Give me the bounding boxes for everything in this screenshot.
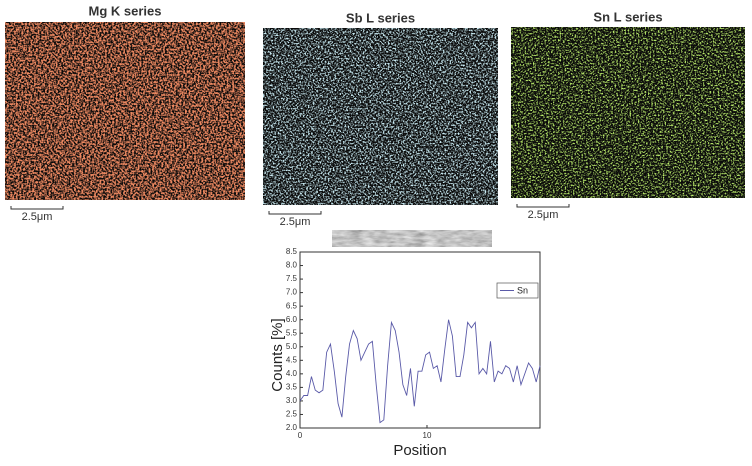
- y-tick-label: 6.0: [286, 315, 298, 324]
- y-tick-label: 3.5: [286, 382, 298, 391]
- plot-frame: [299, 251, 541, 429]
- y-tick-label: 2.5: [286, 410, 298, 419]
- map-title: Mg K series: [89, 3, 162, 18]
- y-tick-label: 8.0: [286, 261, 298, 270]
- data-line: [299, 319, 541, 424]
- y-tick-label: 4.0: [286, 369, 298, 378]
- y-tick-label: 6.5: [286, 301, 298, 310]
- y-tick-label: 7.5: [286, 274, 298, 283]
- scale-label: 2.5μm: [528, 209, 559, 221]
- y-tick-label: 8.5: [286, 247, 298, 256]
- y-tick-label: 2.0: [286, 423, 298, 432]
- scale-label: 2.5μm: [22, 211, 53, 223]
- scale-bar: [10, 206, 64, 210]
- map-image: [263, 28, 498, 205]
- y-tick-label: 3.0: [286, 396, 298, 405]
- y-axis-label: Counts [%]: [269, 318, 286, 391]
- legend-box: [496, 282, 539, 299]
- scale-bar: [516, 204, 570, 208]
- x-tick-label: 10: [423, 431, 432, 440]
- legend-label: Sn: [517, 285, 528, 295]
- sem-strip: [332, 230, 492, 247]
- x-tick-label: 0: [298, 431, 303, 440]
- scale-label: 2.5μm: [280, 216, 311, 228]
- map-image: [511, 27, 745, 198]
- x-axis-label: Position: [393, 442, 446, 459]
- y-tick-label: 5.5: [286, 328, 298, 337]
- map-title: Sn L series: [593, 9, 662, 24]
- y-tick-label: 5.0: [286, 342, 298, 351]
- y-tick-label: 7.0: [286, 288, 298, 297]
- y-tick-label: 4.5: [286, 355, 298, 364]
- map-image: [5, 22, 245, 200]
- map-title: Sb L series: [346, 10, 415, 25]
- scale-bar: [268, 211, 322, 215]
